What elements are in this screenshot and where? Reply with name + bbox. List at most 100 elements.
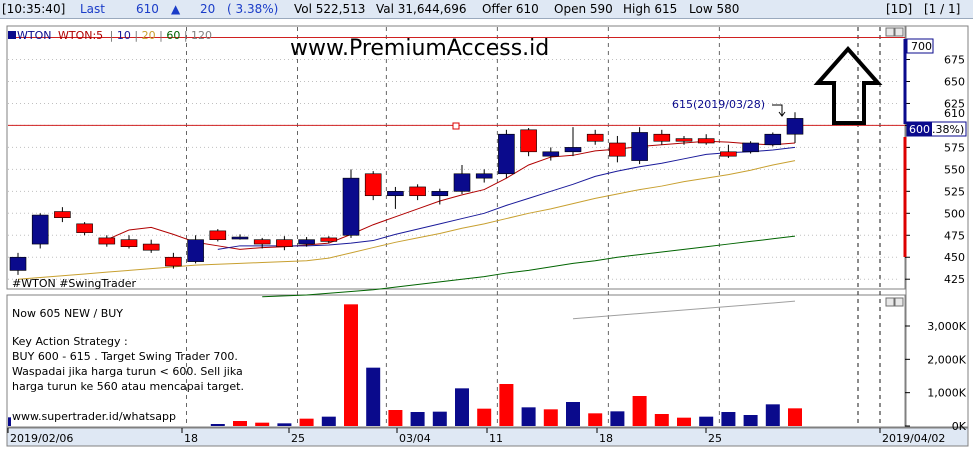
high-stat: High 615	[623, 2, 678, 16]
date-tick-label: 2019/04/02	[882, 432, 945, 445]
volume-bar-up	[432, 411, 447, 426]
close-icon[interactable]	[894, 27, 904, 37]
price-tick-label: 525	[944, 185, 965, 198]
hashtags-note: #WTON #SwingTrader	[12, 277, 137, 290]
high-annotation: 615(2019/03/28)	[672, 98, 765, 111]
quote-time: [10:35:40]	[2, 2, 66, 16]
candle-down	[320, 237, 338, 242]
volume-stat: Vol 522,513	[294, 2, 366, 16]
volume-bar-down	[654, 414, 669, 426]
strategy-line-2: Waspadai jika harga turun < 600. Sell ji…	[12, 365, 243, 378]
strategy-title: Key Action Strategy :	[12, 335, 128, 348]
change-percent-fragment: .38%)	[932, 123, 964, 136]
candle-up	[387, 191, 404, 197]
date-tick-label: 2019/02/06	[10, 432, 73, 445]
candle-up	[786, 118, 804, 135]
watermark-text: www.PremiumAccess.id	[290, 36, 550, 61]
strategy-line-1: BUY 600 - 615 . Target Swing Trader 700.	[12, 350, 238, 363]
chart-area: 425 450 475 500 525 550 575 600 625 650 675 3,000K…	[6, 25, 969, 447]
price-tick-label: 425	[944, 273, 965, 286]
last-price-label: 610	[944, 107, 965, 120]
candle-down	[76, 223, 93, 233]
candle-down	[98, 237, 116, 245]
volume-tick-label: 0K	[952, 420, 967, 433]
price-tick-label: 650	[944, 75, 965, 88]
volume-bar-up	[277, 423, 292, 426]
date-tick-label: 18	[599, 432, 613, 445]
price-tick-label: 550	[944, 163, 965, 176]
candle-down	[609, 142, 626, 157]
candle-down	[165, 256, 182, 267]
last-value: 610	[136, 2, 159, 16]
chart-legend: WTON WTON:5 | 10 | 20 | 60 | 120	[8, 29, 212, 42]
volume-bar-up	[566, 402, 580, 426]
volume-bar-up	[8, 417, 11, 426]
legend-ma120: 120	[191, 29, 213, 42]
candle-up	[742, 142, 759, 153]
volume-bar-down	[588, 413, 603, 426]
volume-bar-down	[388, 410, 403, 426]
candle-down	[364, 173, 382, 197]
date-tick-label: 25	[291, 432, 305, 445]
page-indicator[interactable]: [1 / 1]	[924, 2, 961, 16]
ma10-line	[217, 146, 796, 250]
ma20-line	[17, 160, 796, 280]
volume-bar-up	[366, 367, 381, 426]
candle-down	[54, 211, 71, 218]
candle-down	[653, 133, 671, 142]
strategy-line-3: harga turun ke 560 atau mencapai target.	[12, 380, 244, 393]
price-tick-label: 500	[944, 207, 965, 220]
volume-bar-up	[699, 416, 714, 426]
price-tick-label: 575	[944, 141, 965, 154]
panel-buttons[interactable]	[885, 27, 904, 307]
candle-up	[564, 147, 582, 153]
candle-down	[720, 151, 737, 157]
volume-bar-down	[788, 408, 802, 426]
price-tick-label: 675	[944, 54, 965, 67]
candle-up	[298, 239, 315, 245]
ma60-line	[262, 235, 796, 298]
date-tick-label: 18	[184, 432, 198, 445]
volume-tick-label: 2,000K	[927, 353, 966, 366]
candle-up	[631, 132, 648, 161]
contact-url: www.supertrader.id/whatsapp	[12, 410, 176, 423]
candle-down	[409, 186, 426, 197]
candle-down	[209, 230, 227, 240]
candle-down	[520, 129, 537, 153]
candle-down	[253, 239, 271, 245]
up-arrow-icon	[813, 45, 883, 125]
legend-ma5: WTON:5	[57, 29, 104, 42]
volume-bar-down	[255, 422, 270, 426]
legend-swatch	[8, 31, 16, 39]
moving-averages	[17, 140, 796, 320]
timeframe-selector[interactable]: [1D]	[886, 2, 913, 16]
volume-bar-down	[499, 384, 514, 426]
volume-bar-up	[610, 411, 625, 426]
close-icon[interactable]	[894, 297, 904, 307]
legend-ma10: 10	[116, 29, 131, 42]
candle-up	[453, 173, 471, 192]
volume-bar-down	[632, 396, 647, 426]
candle-up	[764, 133, 782, 146]
signal-note: Now 605 NEW / BUY	[12, 307, 124, 320]
volume-axis-ticks: 3,000K 2,000K 1,000K 0K	[905, 320, 967, 433]
candle-up	[342, 177, 360, 236]
volume-bar-down	[677, 417, 691, 426]
candle-down	[120, 239, 138, 247]
volume-tick-label: 3,000K	[927, 320, 966, 333]
volume-bar-up	[321, 416, 336, 426]
change-up-icon: ▲	[171, 2, 181, 16]
right-axis	[905, 25, 969, 428]
annotation-leader	[772, 104, 783, 115]
date-tick-label: 25	[708, 432, 722, 445]
ma120-line	[572, 300, 796, 320]
candle-up	[187, 239, 204, 262]
candle-up	[31, 214, 49, 245]
change-value: 20	[200, 2, 216, 16]
volume-bar-down	[543, 409, 558, 426]
candle-down	[142, 243, 160, 251]
minimize-icon[interactable]	[885, 27, 895, 37]
offer-stat: Offer 610	[482, 2, 539, 16]
minimize-icon[interactable]	[885, 297, 895, 307]
grid-lines	[8, 27, 900, 426]
